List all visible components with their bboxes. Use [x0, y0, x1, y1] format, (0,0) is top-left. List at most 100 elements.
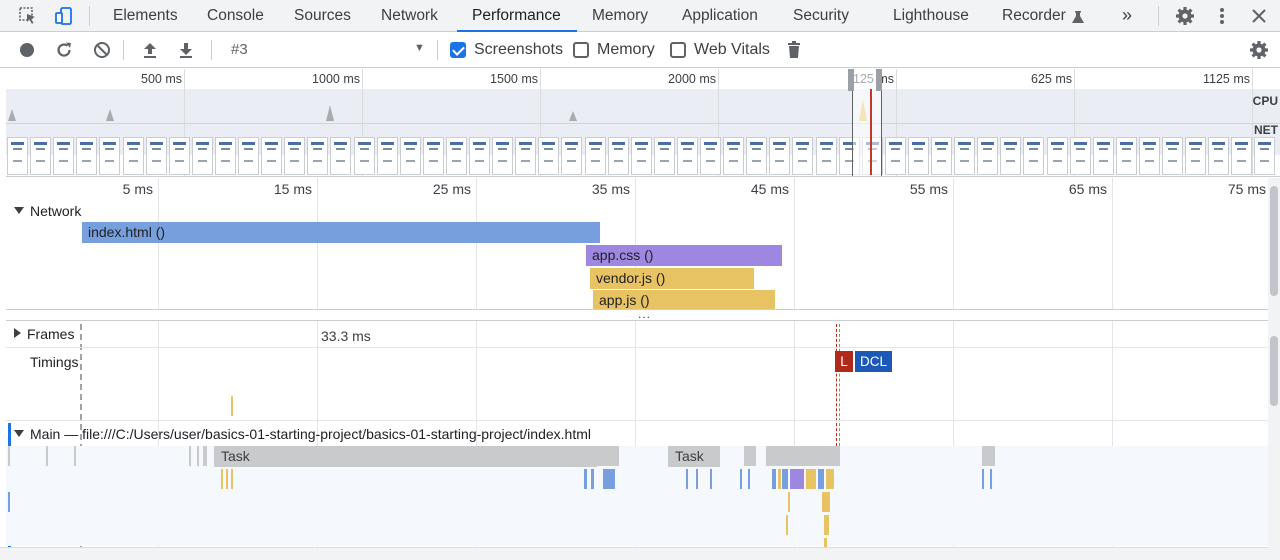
screenshot-thumbnail[interactable] [399, 137, 421, 175]
screenshot-thumbnail[interactable] [1046, 137, 1068, 175]
download-profile-icon[interactable] [175, 39, 197, 61]
screenshot-thumbnail[interactable] [1000, 137, 1022, 175]
screenshot-thumbnail[interactable] [607, 137, 629, 175]
trace-event-slice[interactable] [584, 469, 587, 489]
screenshot-thumbnail[interactable] [168, 137, 190, 175]
screenshot-thumbnail[interactable] [954, 137, 976, 175]
settings-gear-icon[interactable] [1173, 4, 1197, 28]
trace-event-slice[interactable] [74, 446, 76, 466]
network-resize-splitter[interactable] [6, 309, 1268, 321]
trace-event-slice[interactable] [197, 446, 199, 466]
task-slice[interactable]: Task [668, 446, 720, 467]
network-request-bar[interactable]: index.html () [82, 222, 600, 243]
screenshot-thumbnail[interactable] [1092, 137, 1114, 175]
load-marker[interactable]: L [835, 351, 853, 372]
trace-event-slice[interactable] [686, 469, 688, 489]
trace-event-slice[interactable] [740, 469, 742, 489]
screenshot-thumbnail[interactable] [330, 137, 352, 175]
inspect-element-icon[interactable] [16, 4, 40, 28]
screenshot-thumbnail[interactable] [977, 137, 999, 175]
screenshot-thumbnail[interactable] [99, 137, 121, 175]
trace-event-slice[interactable] [597, 446, 619, 466]
screenshot-thumbnail[interactable] [1254, 137, 1276, 175]
memory-checkbox[interactable] [573, 42, 589, 58]
screenshot-thumbnail[interactable] [284, 137, 306, 175]
dcl-marker[interactable]: DCL [855, 351, 892, 372]
tab-sources[interactable]: Sources [294, 7, 351, 24]
screenshot-thumbnail[interactable] [191, 137, 213, 175]
more-options-kebab-icon[interactable] [1210, 4, 1234, 28]
frame-duration[interactable]: 33.3 ms [321, 328, 371, 344]
trace-event-slice[interactable] [8, 492, 10, 512]
screenshot-thumbnail[interactable] [7, 137, 28, 175]
screenshot-thumbnail[interactable] [630, 137, 652, 175]
screenshot-thumbnail[interactable] [653, 137, 675, 175]
screenshot-thumbnail[interactable] [353, 137, 375, 175]
record-icon[interactable] [16, 39, 38, 61]
screenshot-thumbnail[interactable] [53, 137, 75, 175]
scrollbar-thumb[interactable] [1270, 336, 1278, 406]
screenshot-thumbnail[interactable] [815, 137, 837, 175]
screenshot-thumbnail[interactable] [1208, 137, 1230, 175]
trace-event-slice[interactable] [748, 469, 750, 489]
tab-console[interactable]: Console [207, 7, 264, 24]
network-request-bar[interactable]: vendor.js () [590, 268, 754, 289]
trace-event-slice[interactable] [8, 446, 10, 466]
dropdown-arrow-icon[interactable]: ▼ [414, 42, 425, 54]
tab-security[interactable]: Security [793, 7, 849, 24]
tab-recorder[interactable]: Recorder [1002, 7, 1066, 24]
upload-profile-icon[interactable] [139, 39, 161, 61]
task-slice[interactable]: Task [214, 446, 597, 467]
screenshots-checkbox[interactable] [450, 42, 466, 58]
scrollbar-thumb[interactable] [1270, 186, 1278, 296]
screenshot-thumbnail[interactable] [538, 137, 560, 175]
tab-lighthouse[interactable]: Lighthouse [893, 7, 969, 24]
screenshot-thumbnail[interactable] [238, 137, 259, 175]
flame-chart-scrollbar[interactable] [1268, 178, 1280, 560]
trace-event-slice[interactable] [790, 469, 804, 489]
screenshot-thumbnail[interactable] [1023, 137, 1045, 175]
selection-left-handle[interactable] [848, 69, 854, 91]
network-request-bar[interactable]: app.js () [593, 290, 775, 311]
screenshot-thumbnail[interactable] [515, 137, 537, 175]
device-toolbar-icon[interactable] [52, 4, 76, 28]
flame-chart[interactable]: 5 ms 15 ms 25 ms 35 ms 45 ms 55 ms 65 ms… [6, 178, 1268, 560]
trace-event-slice[interactable] [46, 446, 48, 466]
frames-track-toggle[interactable]: Frames [14, 326, 74, 342]
screenshot-thumbnail[interactable] [1231, 137, 1253, 175]
screenshot-thumbnail[interactable] [931, 137, 952, 175]
screenshot-thumbnail[interactable] [445, 137, 467, 175]
trace-event-slice[interactable] [822, 492, 830, 512]
trace-event-slice[interactable] [826, 469, 834, 489]
trace-event-slice[interactable] [226, 469, 228, 489]
network-track-toggle[interactable]: Network [14, 203, 81, 219]
trace-event-slice[interactable] [766, 446, 840, 466]
trace-event-slice[interactable] [782, 469, 788, 489]
screenshot-thumbnail[interactable] [584, 137, 606, 175]
screenshot-thumbnail[interactable] [561, 137, 583, 175]
trace-event-slice[interactable] [786, 515, 788, 535]
selection-right-handle[interactable] [876, 69, 882, 91]
trace-event-slice[interactable] [982, 469, 984, 489]
screenshot-thumbnail[interactable] [1115, 137, 1137, 175]
recording-session-select[interactable]: #3 [231, 41, 248, 58]
screenshot-thumbnail[interactable] [907, 137, 929, 175]
screenshot-thumbnail[interactable] [145, 137, 167, 175]
screenshot-thumbnail[interactable] [1162, 137, 1183, 175]
web-vitals-checkbox[interactable] [670, 42, 686, 58]
trace-event-slice[interactable] [591, 469, 594, 489]
main-track-toggle[interactable]: Main — file:///C:/Users/user/basics-01-s… [9, 426, 591, 442]
screenshot-thumbnail[interactable] [1138, 137, 1160, 175]
clear-icon[interactable] [91, 39, 113, 61]
trace-event-slice[interactable] [824, 515, 829, 535]
tab-elements[interactable]: Elements [113, 7, 178, 24]
tab-performance[interactable]: Performance [472, 7, 561, 24]
screenshot-thumbnail[interactable] [469, 137, 490, 175]
trace-event-slice[interactable] [603, 469, 615, 489]
close-devtools-icon[interactable] [1247, 4, 1271, 28]
trace-event-slice[interactable] [231, 469, 233, 489]
screenshot-thumbnail[interactable] [700, 137, 721, 175]
trace-event-slice[interactable] [778, 469, 781, 489]
screenshot-thumbnail[interactable] [792, 137, 814, 175]
screenshot-thumbnail[interactable] [307, 137, 329, 175]
